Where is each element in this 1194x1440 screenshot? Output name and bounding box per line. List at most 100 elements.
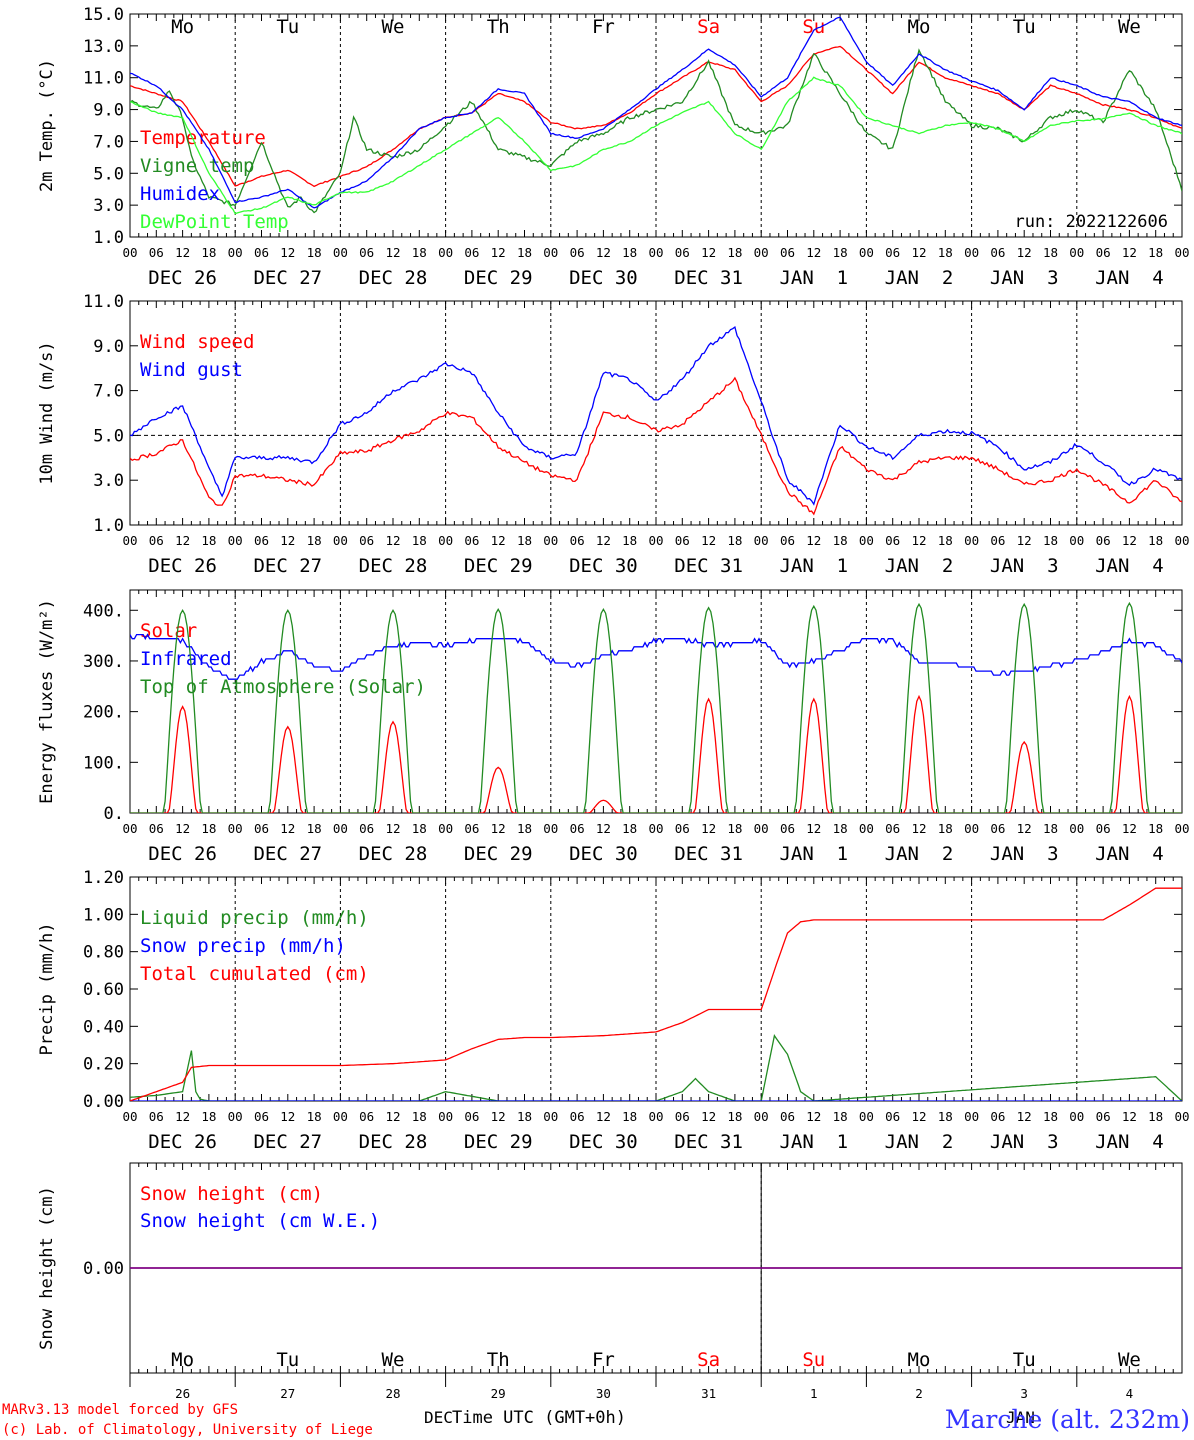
y-tick-label: 100. [83,753,124,773]
hour-tick-label: 06 [780,533,795,548]
y-tick-label: 0.80 [83,943,124,963]
y-tick-label: 5.0 [93,164,124,184]
date-label: DEC 31 [674,1131,743,1153]
hour-tick-label: 00 [859,1109,874,1124]
hour-tick-label: 18 [412,245,427,260]
month-label-jan: JAN [1006,1408,1035,1427]
hour-tick-label: 12 [701,245,716,260]
day-number-label: 31 [701,1386,716,1401]
hour-tick-label: 06 [675,1109,690,1124]
hour-tick-label: 00 [1174,821,1189,836]
hour-tick-label: 12 [280,821,295,836]
date-label: JAN 4 [1095,1131,1164,1153]
hour-tick-label: 18 [727,821,742,836]
run-label: run: 2022122606 [1014,212,1168,232]
hour-tick-label: 06 [254,533,269,548]
legend-entry: Snow height (cm W.E.) [140,1210,380,1232]
hour-tick-label: 00 [228,1109,243,1124]
hour-tick-label: 06 [359,821,374,836]
hour-tick-label: 12 [280,533,295,548]
y-tick-label: 15.0 [83,5,124,25]
hour-tick-label: 18 [622,245,637,260]
hour-tick-label: 00 [648,533,663,548]
hour-tick-label: 00 [754,245,769,260]
y-axis-label: Energy fluxes (W/m²) [37,599,57,804]
hour-tick-label: 18 [201,245,216,260]
legend-entry: Temperature [140,127,266,149]
hour-tick-label: 00 [1069,821,1084,836]
hour-tick-label: 18 [727,245,742,260]
hour-tick-label: 00 [543,1109,558,1124]
hour-tick-label: 00 [438,1109,453,1124]
hour-tick-label: 00 [122,821,137,836]
hour-tick-label: 12 [280,1109,295,1124]
date-label: DEC 30 [569,843,638,865]
hour-tick-label: 06 [254,1109,269,1124]
y-tick-label: 0.00 [83,1259,124,1279]
hour-tick-label: 00 [333,1109,348,1124]
date-label: JAN 3 [990,267,1059,289]
hour-tick-label: 06 [1096,821,1111,836]
weekday-label: Mo [171,1349,194,1371]
legend-entry: Solar [140,620,197,642]
date-label: DEC 31 [674,267,743,289]
legend-entry: Infrared [140,648,232,670]
weekday-label: Tu [1013,1349,1036,1371]
hour-tick-label: 12 [175,245,190,260]
hour-tick-label: 00 [122,1109,137,1124]
hour-tick-label: 12 [701,1109,716,1124]
hour-tick-label: 18 [833,821,848,836]
weekday-label: We [1118,1349,1141,1371]
hour-tick-label: 18 [938,533,953,548]
hour-tick-label: 00 [648,1109,663,1124]
hour-tick-label: 06 [780,1109,795,1124]
y-tick-label: 11.0 [83,69,124,89]
hour-tick-label: 00 [964,245,979,260]
hour-tick-label: 18 [307,821,322,836]
weekday-label: Sa [697,1349,720,1371]
date-label: JAN 1 [779,843,848,865]
y-axis-label: Snow height (cm) [37,1186,57,1350]
legend-entry: Wind gust [140,359,243,381]
hour-tick-label: 12 [806,533,821,548]
weekday-label: Fr [592,1349,615,1371]
date-label: DEC 26 [148,267,217,289]
weekday-label: Su [802,16,825,38]
hour-tick-label: 00 [1174,245,1189,260]
hour-tick-label: 12 [911,1109,926,1124]
legend-entry: Liquid precip (mm/h) [140,907,369,929]
hour-tick-label: 00 [964,533,979,548]
hour-tick-label: 12 [491,1109,506,1124]
series-line [130,633,1182,680]
hour-tick-label: 00 [1174,1109,1189,1124]
hour-tick-label: 06 [464,1109,479,1124]
hour-tick-label: 06 [675,245,690,260]
series-line [130,1034,1182,1101]
hour-tick-label: 18 [201,821,216,836]
day-number-label: 4 [1126,1386,1134,1401]
y-axis-label: Precip (mm/h) [37,922,57,1055]
hour-tick-label: 12 [280,245,295,260]
hour-tick-label: 18 [1148,245,1163,260]
hour-tick-label: 00 [333,245,348,260]
series-line [130,76,1182,215]
hour-tick-label: 12 [1122,821,1137,836]
y-tick-label: 300. [83,652,124,672]
hour-tick-label: 06 [1096,245,1111,260]
hour-tick-label: 06 [990,1109,1005,1124]
hour-tick-label: 06 [570,533,585,548]
y-tick-label: 3.0 [93,471,124,491]
hour-tick-label: 06 [464,821,479,836]
hour-tick-label: 00 [543,533,558,548]
y-tick-label: 1.20 [83,868,124,888]
hour-tick-label: 00 [754,1109,769,1124]
weekday-label: Th [487,16,510,38]
hour-tick-label: 18 [517,821,532,836]
hour-tick-label: 06 [570,245,585,260]
hour-tick-label: 00 [333,533,348,548]
y-tick-label: 7.0 [93,382,124,402]
weekday-label: Tu [276,16,299,38]
legend-entry: DewPoint Temp [140,211,289,233]
hour-tick-label: 12 [385,821,400,836]
hour-tick-label: 06 [359,1109,374,1124]
